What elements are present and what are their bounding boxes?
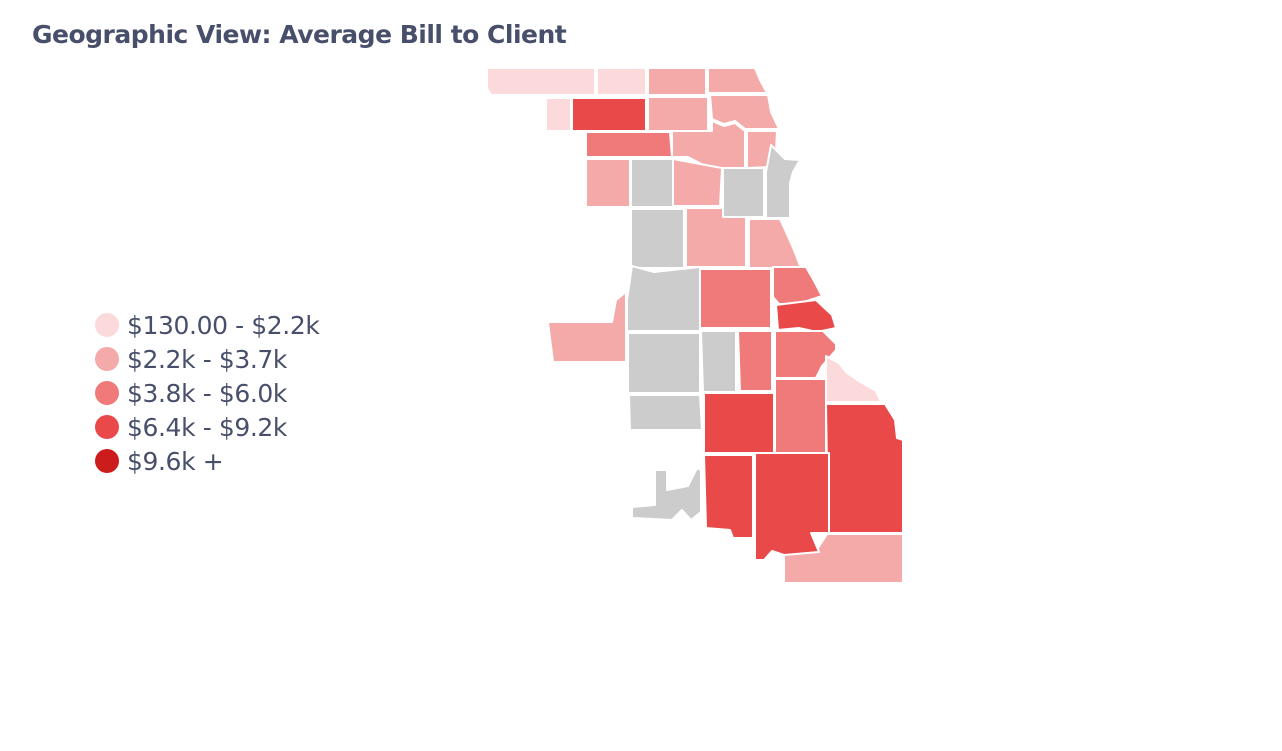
map-region[interactable] bbox=[772, 266, 823, 305]
legend-swatch bbox=[95, 449, 119, 473]
map-region-no-data[interactable] bbox=[765, 144, 801, 219]
map-region[interactable] bbox=[709, 94, 780, 130]
map-region[interactable] bbox=[774, 378, 827, 454]
map-region[interactable] bbox=[775, 299, 837, 333]
chart-title: Geographic View: Average Bill to Client bbox=[32, 20, 567, 49]
map-region-no-data[interactable] bbox=[630, 208, 685, 269]
legend-swatch bbox=[95, 347, 119, 371]
legend-item: $2.2k - $3.7k bbox=[95, 342, 319, 376]
map-region-no-data[interactable] bbox=[700, 330, 737, 393]
map-region[interactable] bbox=[703, 392, 775, 454]
legend-label: $6.4k - $9.2k bbox=[127, 412, 287, 442]
map-region[interactable] bbox=[585, 131, 673, 158]
map-region[interactable] bbox=[571, 97, 647, 132]
map-region[interactable] bbox=[699, 268, 772, 329]
map-region[interactable] bbox=[547, 291, 627, 363]
legend-item: $9.6k + bbox=[95, 444, 319, 478]
map-region-no-data[interactable] bbox=[631, 467, 702, 521]
legend: $130.00 - $2.2k $2.2k - $3.7k $3.8k - $6.0… bbox=[95, 308, 320, 478]
map-region-no-data[interactable] bbox=[627, 332, 701, 394]
legend-label: $9.6k + bbox=[127, 446, 224, 476]
legend-swatch bbox=[95, 381, 119, 405]
legend-item: $130.00 - $2.2k bbox=[95, 308, 320, 342]
map-region[interactable] bbox=[825, 403, 904, 534]
legend-swatch bbox=[95, 415, 119, 439]
legend-label: $2.2k - $3.7k bbox=[127, 344, 287, 374]
map-region[interactable] bbox=[707, 67, 768, 94]
map-region[interactable] bbox=[596, 67, 647, 96]
map-region[interactable] bbox=[748, 218, 802, 269]
legend-label: $130.00 - $2.2k bbox=[127, 310, 320, 340]
map-region[interactable] bbox=[647, 96, 709, 132]
legend-swatch bbox=[95, 313, 119, 337]
map-region[interactable] bbox=[825, 355, 882, 403]
legend-item: $6.4k - $9.2k bbox=[95, 410, 319, 444]
map-region-no-data[interactable] bbox=[628, 394, 703, 431]
map-region[interactable] bbox=[672, 158, 723, 207]
map-region[interactable] bbox=[671, 120, 746, 169]
map-region-no-data[interactable] bbox=[630, 158, 674, 208]
map-region[interactable] bbox=[754, 452, 830, 561]
legend-item: $3.8k - $6.0k bbox=[95, 376, 319, 410]
map-region[interactable] bbox=[486, 67, 596, 96]
legend-label: $3.8k - $6.0k bbox=[127, 378, 287, 408]
map-region[interactable] bbox=[545, 97, 572, 132]
map-region[interactable] bbox=[647, 67, 707, 96]
map-region-no-data[interactable] bbox=[626, 265, 701, 332]
map-region[interactable] bbox=[703, 454, 754, 539]
map-region[interactable] bbox=[737, 330, 773, 392]
map-region[interactable] bbox=[585, 158, 631, 208]
map-region-no-data[interactable] bbox=[722, 167, 765, 218]
